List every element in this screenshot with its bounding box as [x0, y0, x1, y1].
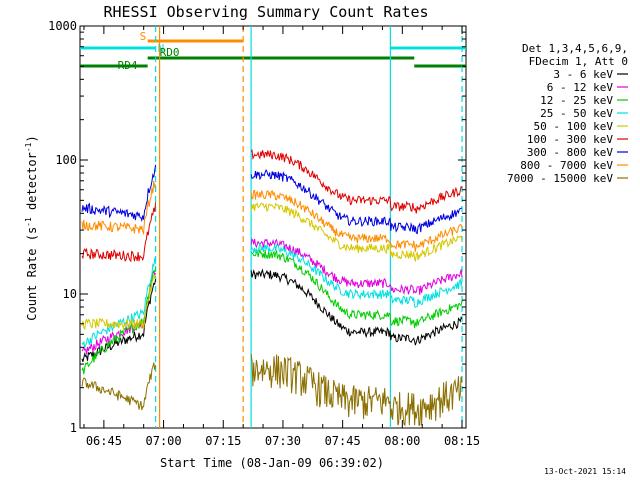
- flag-label: S: [140, 30, 147, 43]
- chart-title: RHESSI Observing Summary Count Rates: [103, 3, 428, 21]
- series-line-post: [250, 169, 462, 235]
- x-axis-label: Start Time (08-Jan-09 06:39:02): [160, 456, 384, 470]
- legend-entry-label: 7000 - 15000 keV: [507, 172, 613, 185]
- legend-header-line2: FDecim 1, Att 0: [529, 55, 628, 68]
- x-tick-label: 07:00: [146, 434, 182, 448]
- series-line-pre: [81, 362, 157, 411]
- series-line-post: [250, 148, 463, 214]
- x-tick-label: 07:45: [325, 434, 361, 448]
- series-line-pre: [81, 202, 157, 263]
- timestamp: 13-Oct-2021 15:14: [544, 467, 626, 476]
- x-tick-label: 07:15: [205, 434, 241, 448]
- y-axis-label: Count Rate (s-1 detector-1): [24, 135, 39, 320]
- series-line-pre: [81, 180, 157, 236]
- series-line-post: [250, 242, 463, 308]
- series-lines: [81, 148, 463, 427]
- y-tick-label: 1000: [48, 19, 77, 33]
- y-tick-label: 10: [63, 287, 77, 301]
- y-axis-label-part2: detector: [25, 152, 39, 217]
- plot-frame: [79, 25, 467, 429]
- y-tick-label: 1: [70, 421, 77, 435]
- flag-label: N: [158, 42, 165, 55]
- legend: Det 1,3,4,5,6,9, FDecim 1, Att 0 3 - 6 k…: [507, 42, 628, 185]
- series-line-pre: [81, 257, 157, 350]
- x-tick-label: 08:00: [384, 434, 420, 448]
- series-line-post: [250, 268, 463, 346]
- x-tick-label: 06:45: [86, 434, 122, 448]
- y-axis-label-exp1: -1: [24, 217, 33, 227]
- legend-entry-label: 6 - 12 keV: [547, 81, 614, 94]
- y-axis-label-part1: Count Rate (s: [25, 227, 39, 321]
- y-axis-label-exp2: -1: [24, 142, 33, 152]
- series-line-post: [250, 353, 463, 427]
- time-markers: [155, 26, 463, 428]
- series-line-post: [250, 189, 463, 252]
- flag-label: RD4: [118, 59, 138, 72]
- flag-label: RD0: [160, 46, 180, 59]
- x-tick-label: 07:30: [265, 434, 301, 448]
- legend-entry-label: 300 - 800 keV: [527, 146, 613, 159]
- legend-entry-label: 100 - 300 keV: [527, 133, 613, 146]
- y-tick-label: 100: [55, 153, 77, 167]
- legend-entry-label: 50 - 100 keV: [534, 120, 614, 133]
- x-tick-label: 08:15: [444, 434, 480, 448]
- legend-entry-label: 25 - 50 keV: [540, 107, 613, 120]
- series-line-post: [250, 201, 463, 262]
- legend-entry-label: 3 - 6 keV: [553, 68, 613, 81]
- x-axis-ticks: 06:45 07:00 07:15 07:30 07:45 08:00 08:15: [83, 26, 480, 448]
- plot-area: [79, 25, 467, 429]
- series-line-post: [251, 247, 463, 329]
- legend-entry-label: 12 - 25 keV: [540, 94, 613, 107]
- legend-entry-label: 800 - 7000 keV: [520, 159, 613, 172]
- y-axis-label-part3: ): [25, 135, 39, 142]
- series-line-pre: [81, 273, 157, 331]
- series-line-pre: [81, 164, 157, 223]
- series-line-post: [250, 238, 463, 295]
- y-axis-ticks: 1 10 100 1000: [48, 19, 466, 435]
- legend-header-line1: Det 1,3,4,5,6,9,: [522, 42, 628, 55]
